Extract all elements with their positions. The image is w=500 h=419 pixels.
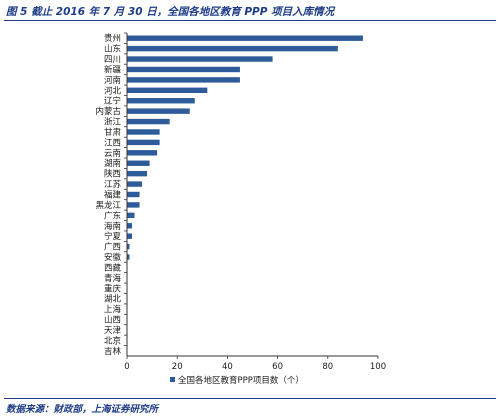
bar [127, 108, 190, 114]
x-tick-label: 80 [322, 362, 333, 372]
category-label: 湖北 [104, 295, 122, 305]
bar [127, 233, 133, 239]
axes [126, 33, 378, 357]
category-label: 黑龙江 [95, 200, 121, 211]
bar [127, 66, 240, 73]
bar [127, 118, 170, 125]
source-divider [4, 398, 496, 399]
category-label: 云南 [104, 148, 121, 159]
category-labels: 贵州山东四川新疆河南河北辽宁内蒙古浙江甘肃江西云南湖南陕西江苏福建黑龙江广东海南… [95, 32, 127, 357]
legend-swatch [170, 377, 175, 382]
category-label: 北京 [104, 335, 121, 346]
legend-label: 全国各地区教育PPP项目数（个） [178, 375, 304, 386]
bar [127, 160, 150, 166]
title-divider [4, 20, 496, 21]
category-label: 浙江 [104, 117, 122, 128]
category-label: 福建 [104, 190, 122, 201]
bar [127, 202, 140, 208]
bar [127, 35, 363, 41]
bar [127, 191, 140, 198]
category-label: 重庆 [104, 283, 122, 294]
bar [127, 212, 135, 219]
x-ticks: 0 20 40 60 80 100 [124, 356, 386, 372]
category-label: 山西 [104, 315, 121, 326]
category-label: 河南 [104, 75, 121, 86]
bar [127, 223, 133, 229]
category-label: 河北 [104, 85, 122, 96]
category-label: 青海 [104, 273, 122, 284]
bar [127, 56, 273, 62]
bar-chart: 贵州山东四川新疆河南河北辽宁内蒙古浙江甘肃江西云南湖南陕西江苏福建黑龙江广东海南… [95, 32, 386, 386]
category-label: 四川 [104, 55, 121, 65]
x-tick-label: 40 [222, 362, 233, 372]
x-tick-label: 100 [370, 362, 386, 372]
category-label: 安徽 [104, 252, 122, 263]
bar [127, 77, 240, 83]
bar [127, 150, 158, 156]
bar [127, 45, 338, 52]
legend: 全国各地区教育PPP项目数（个） [170, 375, 304, 386]
x-tick-label: 0 [124, 362, 129, 372]
category-label: 江苏 [104, 179, 122, 190]
category-label: 宁夏 [104, 231, 122, 242]
bar [127, 87, 208, 94]
category-label: 新疆 [104, 64, 122, 75]
category-label: 贵州 [104, 33, 121, 44]
data-source-note: 数据来源：财政部，上海证券研究所 [6, 404, 159, 415]
category-label: 天津 [104, 325, 122, 336]
category-label: 山东 [104, 44, 121, 55]
category-label: 吉林 [104, 346, 122, 357]
category-label: 甘肃 [104, 127, 122, 138]
category-label: 广东 [104, 210, 121, 221]
category-label: 江西 [104, 138, 121, 148]
category-label: 内蒙古 [95, 106, 121, 117]
category-label: 湖南 [104, 158, 121, 169]
bar [127, 98, 195, 104]
bar [127, 181, 143, 187]
category-label: 广西 [104, 242, 121, 253]
bar [127, 243, 130, 250]
bars-group [127, 35, 363, 260]
category-label: 陕西 [104, 169, 121, 180]
figure-title: 图 5 截止 2016 年 7 月 30 日，全国各地区教育 PPP 项目入库情… [6, 6, 335, 18]
category-label: 西藏 [104, 262, 122, 273]
category-label: 辽宁 [104, 96, 121, 107]
category-label: 海南 [104, 221, 121, 232]
x-tick-label: 20 [172, 362, 183, 372]
bar [127, 139, 160, 146]
x-tick-label: 60 [272, 362, 283, 372]
bar [127, 129, 160, 135]
bar [127, 170, 148, 177]
bar [127, 254, 130, 260]
category-label: 上海 [104, 304, 122, 315]
